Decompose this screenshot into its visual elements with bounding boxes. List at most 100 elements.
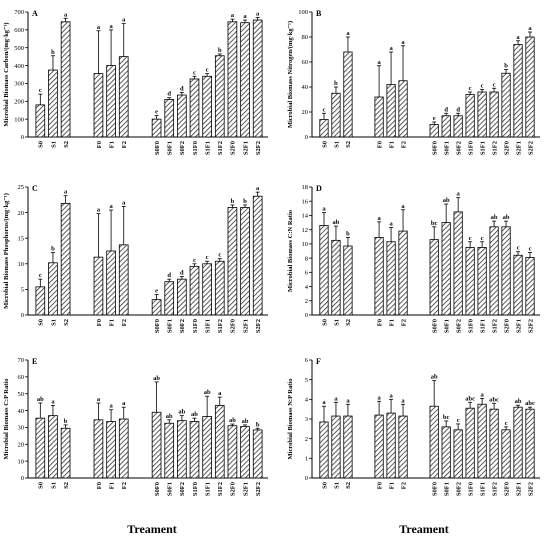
category-label: S0F1: [443, 141, 450, 155]
y-axis-title: Microbial Biomass Carbon/(mg·kg⁻¹): [3, 22, 10, 126]
significance-letter: a: [401, 397, 405, 404]
category-label: S2: [345, 141, 352, 148]
significance-letter: a: [322, 206, 326, 213]
bar-s2f2: [252, 429, 263, 479]
bar-f1: [106, 421, 116, 479]
significance-letter: ab: [443, 197, 450, 204]
significance-letter: a: [243, 13, 247, 20]
significance-letter: abc: [489, 396, 499, 403]
significance-letter: c: [505, 420, 508, 427]
category-label: S1F2: [217, 319, 224, 333]
bar-s1f2: [489, 226, 499, 316]
bar-s2f0: [501, 429, 511, 479]
y-axis-title: Microbial Biomass N:P Ratio: [287, 379, 294, 460]
panel-a: 0 100 200 300 400 500 600 700 A Microbial Biomass…: [3, 9, 268, 155]
bar-s2f0: [227, 425, 238, 479]
category-label: S1F2: [217, 482, 224, 496]
significance-letter: a: [51, 399, 55, 406]
significance-letter: a: [218, 390, 222, 397]
y-tick-label: 12: [302, 227, 309, 234]
category-label: S0F1: [167, 482, 174, 496]
significance-letter: a: [97, 207, 101, 214]
bar-s2f2: [525, 408, 535, 479]
bar-s0f0: [151, 411, 162, 479]
category-label: S1F1: [479, 482, 486, 496]
bar-s0f2: [177, 94, 187, 138]
category-label: S1F1: [204, 482, 211, 496]
significance-letter: e: [433, 115, 436, 122]
significance-letter: c: [529, 245, 532, 252]
significance-letter: ab: [191, 411, 198, 418]
bar-s0: [35, 286, 46, 316]
bar-s2f0: [501, 72, 511, 138]
significance-letter: ab: [229, 417, 236, 424]
y-tick-label: 20: [18, 210, 25, 217]
significance-letter: c: [193, 69, 196, 76]
bar-s1f1: [202, 263, 212, 316]
significance-letter: a: [457, 191, 461, 198]
significance-letter: ab: [431, 374, 438, 381]
bar-s1: [331, 239, 341, 316]
significance-letter: a: [97, 24, 101, 31]
bar-s1f2: [214, 55, 225, 138]
y-tick-label: 8: [305, 255, 308, 262]
bar-f2: [398, 415, 408, 479]
category-label: S0F1: [167, 319, 174, 333]
category-label: S1F1: [204, 141, 211, 155]
significance-letter: a: [389, 221, 393, 228]
significance-letter: ab: [204, 389, 211, 396]
y-tick-label: 60: [302, 59, 309, 66]
bar-s1f0: [189, 421, 200, 479]
significance-letter: c: [493, 81, 496, 88]
bar-s1: [331, 92, 341, 138]
significance-letter: b: [243, 198, 247, 205]
category-label: S1F0: [192, 319, 199, 333]
category-label: S1F2: [491, 141, 498, 155]
significance-letter: a: [377, 394, 381, 401]
y-tick-label: 6: [305, 357, 309, 364]
category-label: S1: [333, 482, 340, 489]
significance-letter: d: [180, 270, 184, 277]
y-tick-label: 3: [305, 416, 308, 423]
panel-letter: C: [32, 184, 38, 193]
significance-letter: a: [97, 396, 101, 403]
category-label: S0F1: [443, 482, 450, 496]
significance-letter: a: [231, 12, 235, 19]
panel-letter: F: [316, 357, 321, 366]
category-label: S2F2: [255, 319, 262, 333]
significance-letter: a: [109, 23, 113, 30]
category-label: F2: [121, 319, 128, 326]
significance-letter: a: [109, 203, 113, 210]
y-tick-label: 20: [18, 441, 25, 448]
category-label: S1F1: [479, 141, 486, 155]
significance-letter: b: [51, 49, 55, 56]
category-label: S1F0: [467, 482, 474, 496]
category-label: F1: [108, 482, 115, 489]
panel-letter: D: [316, 184, 322, 193]
bar-f1: [106, 65, 116, 138]
bar-s0: [35, 417, 46, 479]
significance-letter: a: [322, 399, 326, 406]
significance-letter: bc: [443, 414, 450, 421]
bar-s0f1: [164, 99, 175, 138]
significance-letter: a: [346, 397, 350, 404]
bar-s1f0: [465, 94, 475, 138]
category-label: S0F0: [431, 141, 438, 155]
significance-letter: d: [180, 85, 184, 92]
significance-letter: ab: [333, 219, 340, 226]
y-tick-label: 10: [18, 261, 25, 268]
bar-s1f1: [477, 91, 487, 138]
category-label: S2F2: [255, 482, 262, 496]
y-tick-label: 0: [21, 475, 24, 482]
bar-f1: [106, 250, 116, 316]
category-label: S2F2: [255, 141, 262, 155]
bar-s0f2: [177, 420, 187, 479]
bar-s0f2: [453, 211, 463, 316]
significance-letter: b: [346, 230, 350, 237]
bar-s2: [343, 415, 353, 479]
y-tick-label: 1: [305, 456, 308, 463]
category-label: F0: [96, 141, 103, 148]
significance-letter: b: [64, 418, 68, 425]
y-axis-title: Microbial Biomass Phosphorus/(mg·kg⁻¹): [3, 193, 10, 309]
